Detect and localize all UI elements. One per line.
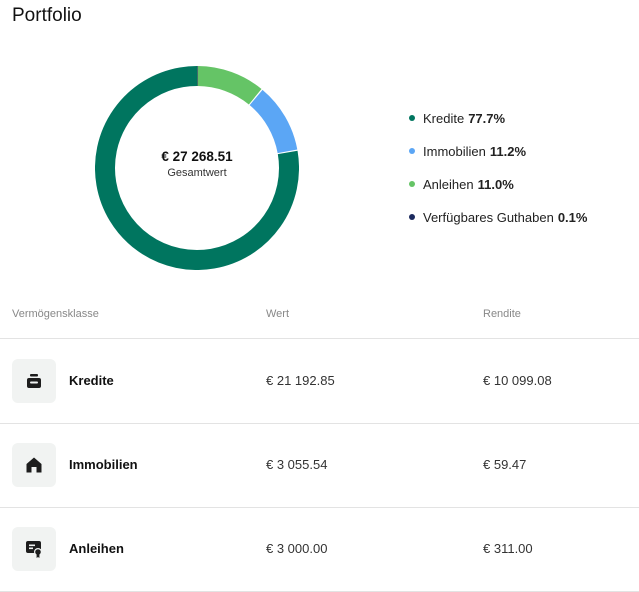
- donut-slice-verf-gbares-guthaben: [95, 66, 299, 270]
- legend-pct: 0.1%: [557, 209, 588, 225]
- total-label: Gesamtwert: [167, 167, 227, 179]
- asset-yield: € 59.47: [483, 457, 527, 472]
- legend-item-kredite: Kredite 77.7%: [409, 110, 587, 126]
- asset-name: Immobilien: [69, 457, 138, 472]
- legend-pct: 11.2%: [489, 143, 527, 159]
- certificate-icon: [12, 527, 56, 571]
- asset-value: € 3 055.54: [266, 457, 328, 472]
- table-row-anleihen[interactable]: Anleihen € 3 000.00 € 311.00: [0, 507, 639, 592]
- asset-yield: € 311.00: [483, 541, 533, 556]
- table-header: Vermögensklasse Wert Rendite: [0, 300, 639, 339]
- portfolio-donut-chart: € 27 268.51 Gesamtwert: [95, 66, 299, 270]
- legend-label: Immobilien: [423, 143, 486, 159]
- legend-pct: 77.7%: [468, 110, 506, 126]
- donut-svg: [95, 66, 299, 270]
- table-row-immobilien[interactable]: Immobilien € 3 055.54 € 59.47: [0, 423, 639, 508]
- asset-name: Kredite: [69, 373, 114, 388]
- total-value: € 27 268.51: [161, 149, 233, 164]
- column-header-value: Wert: [266, 308, 290, 320]
- legend-pct: 11.0%: [477, 176, 514, 192]
- legend-item-anleihen: Anleihen 11.0%: [409, 176, 587, 192]
- house-icon: [12, 443, 56, 487]
- donut-center: € 27 268.51 Gesamtwert: [95, 66, 299, 270]
- legend-item-immobilien: Immobilien 11.2%: [409, 143, 587, 159]
- column-header-asset-class: Vermögensklasse: [12, 308, 99, 320]
- table-row-kredite[interactable]: Kredite € 21 192.85 € 10 099.08: [0, 339, 639, 424]
- legend-dot: [409, 148, 415, 154]
- asset-value: € 21 192.85: [266, 373, 335, 388]
- chart-legend: Kredite 77.7% Immobilien 11.2% Anleihen …: [409, 110, 587, 242]
- legend-dot: [409, 214, 415, 220]
- asset-yield: € 10 099.08: [483, 373, 552, 388]
- asset-value: € 3 000.00: [266, 541, 328, 556]
- legend-item-guthaben: Verfügbares Guthaben 0.1%: [409, 209, 587, 225]
- legend-label: Kredite: [423, 110, 465, 126]
- page-title: Portfolio: [12, 5, 82, 26]
- wallet-icon: [12, 359, 56, 403]
- legend-label: Verfügbares Guthaben: [423, 209, 554, 225]
- asset-name: Anleihen: [69, 541, 124, 556]
- column-header-yield: Rendite: [483, 308, 521, 320]
- legend-dot: [409, 115, 415, 121]
- legend-label: Anleihen: [423, 176, 474, 192]
- legend-dot: [409, 181, 415, 187]
